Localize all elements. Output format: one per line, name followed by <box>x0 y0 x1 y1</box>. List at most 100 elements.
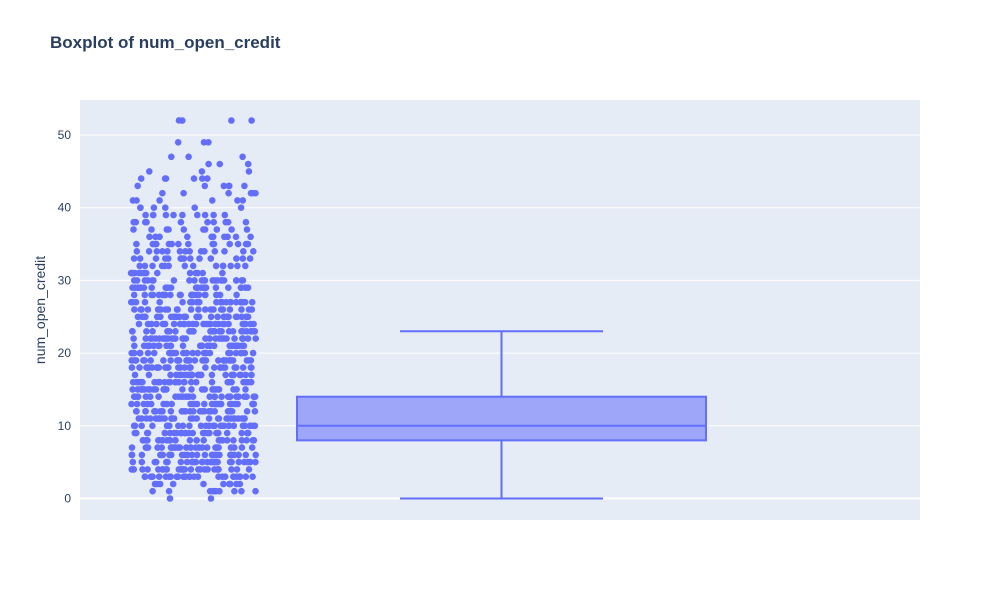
chart-title: Boxplot of num_open_credit <box>50 33 281 52</box>
data-point <box>225 422 233 430</box>
data-point <box>130 393 138 401</box>
data-point <box>213 298 220 306</box>
data-point <box>209 451 217 459</box>
data-point <box>247 364 255 371</box>
outlier-point <box>165 226 172 233</box>
data-point <box>224 313 231 321</box>
data-point <box>155 306 163 313</box>
data-point <box>198 277 206 284</box>
data-point <box>167 357 174 364</box>
data-point <box>163 458 170 466</box>
data-point <box>166 473 173 481</box>
outlier-point <box>226 182 233 190</box>
data-point <box>226 458 234 466</box>
data-point <box>201 451 209 459</box>
data-point <box>238 487 245 495</box>
outlier-point <box>162 211 170 219</box>
data-point <box>179 393 186 401</box>
data-point <box>175 422 182 430</box>
data-point <box>130 349 138 357</box>
data-point <box>204 466 211 473</box>
outlier-point <box>221 233 228 241</box>
outlier-point <box>148 226 155 233</box>
data-point <box>133 277 141 284</box>
data-point <box>142 408 149 415</box>
data-point <box>195 313 203 321</box>
data-point <box>155 473 163 481</box>
data-point <box>189 298 196 306</box>
outlier-point <box>221 211 229 219</box>
outlier-point <box>146 233 153 241</box>
data-point <box>230 415 238 422</box>
data-point <box>233 466 241 473</box>
data-point <box>236 371 244 379</box>
outlier-point <box>146 168 153 175</box>
data-point <box>250 393 257 401</box>
data-point <box>170 320 178 328</box>
data-point <box>155 378 163 386</box>
data-point <box>225 328 233 335</box>
data-point <box>232 313 240 321</box>
data-point <box>200 284 208 292</box>
data-point <box>215 466 222 473</box>
data-point <box>133 429 140 437</box>
data-point <box>158 415 165 422</box>
data-point <box>153 480 161 488</box>
data-point <box>197 371 205 379</box>
outlier-point <box>209 197 216 204</box>
data-point <box>157 313 164 321</box>
data-point <box>195 291 203 299</box>
outlier-point <box>227 262 234 270</box>
data-point <box>235 451 242 459</box>
outlier-point <box>133 240 140 248</box>
outlier-point <box>185 240 192 248</box>
outlier-point <box>199 175 206 182</box>
data-point <box>199 458 206 466</box>
data-point <box>248 371 255 379</box>
data-point <box>208 378 216 386</box>
data-point <box>187 306 195 313</box>
outlier-point <box>138 269 145 277</box>
data-point <box>168 415 175 422</box>
data-point <box>230 386 237 393</box>
outlier-point <box>177 255 184 262</box>
data-point <box>134 386 141 393</box>
data-point <box>172 313 180 321</box>
data-point <box>159 451 167 459</box>
data-point <box>193 451 201 459</box>
data-point <box>242 386 249 393</box>
data-point <box>182 349 190 357</box>
data-point <box>241 422 249 430</box>
data-point <box>192 378 200 386</box>
data-point <box>177 429 185 437</box>
data-point <box>128 444 136 451</box>
outlier-point <box>225 189 232 197</box>
data-point <box>225 378 233 386</box>
outlier-point <box>150 204 158 211</box>
outlier-point <box>216 160 224 168</box>
data-point <box>218 393 225 401</box>
data-point <box>186 422 193 430</box>
data-point <box>130 422 138 430</box>
data-point <box>191 277 198 284</box>
data-point <box>128 364 136 371</box>
data-point <box>144 400 151 408</box>
data-point <box>220 357 227 364</box>
outlier-point <box>242 218 250 226</box>
data-point <box>147 415 154 422</box>
data-point <box>144 349 152 357</box>
outlier-point <box>130 218 137 226</box>
data-point <box>177 291 184 299</box>
outlier-point <box>199 269 206 277</box>
data-point <box>189 349 196 357</box>
data-point <box>179 298 186 306</box>
data-point <box>143 429 151 437</box>
outlier-point <box>247 189 255 197</box>
data-point <box>216 487 223 495</box>
data-point <box>188 371 196 379</box>
outlier-point <box>130 226 137 233</box>
data-point <box>226 480 233 488</box>
data-point <box>139 378 146 386</box>
data-point <box>189 458 196 466</box>
data-point <box>212 284 220 292</box>
